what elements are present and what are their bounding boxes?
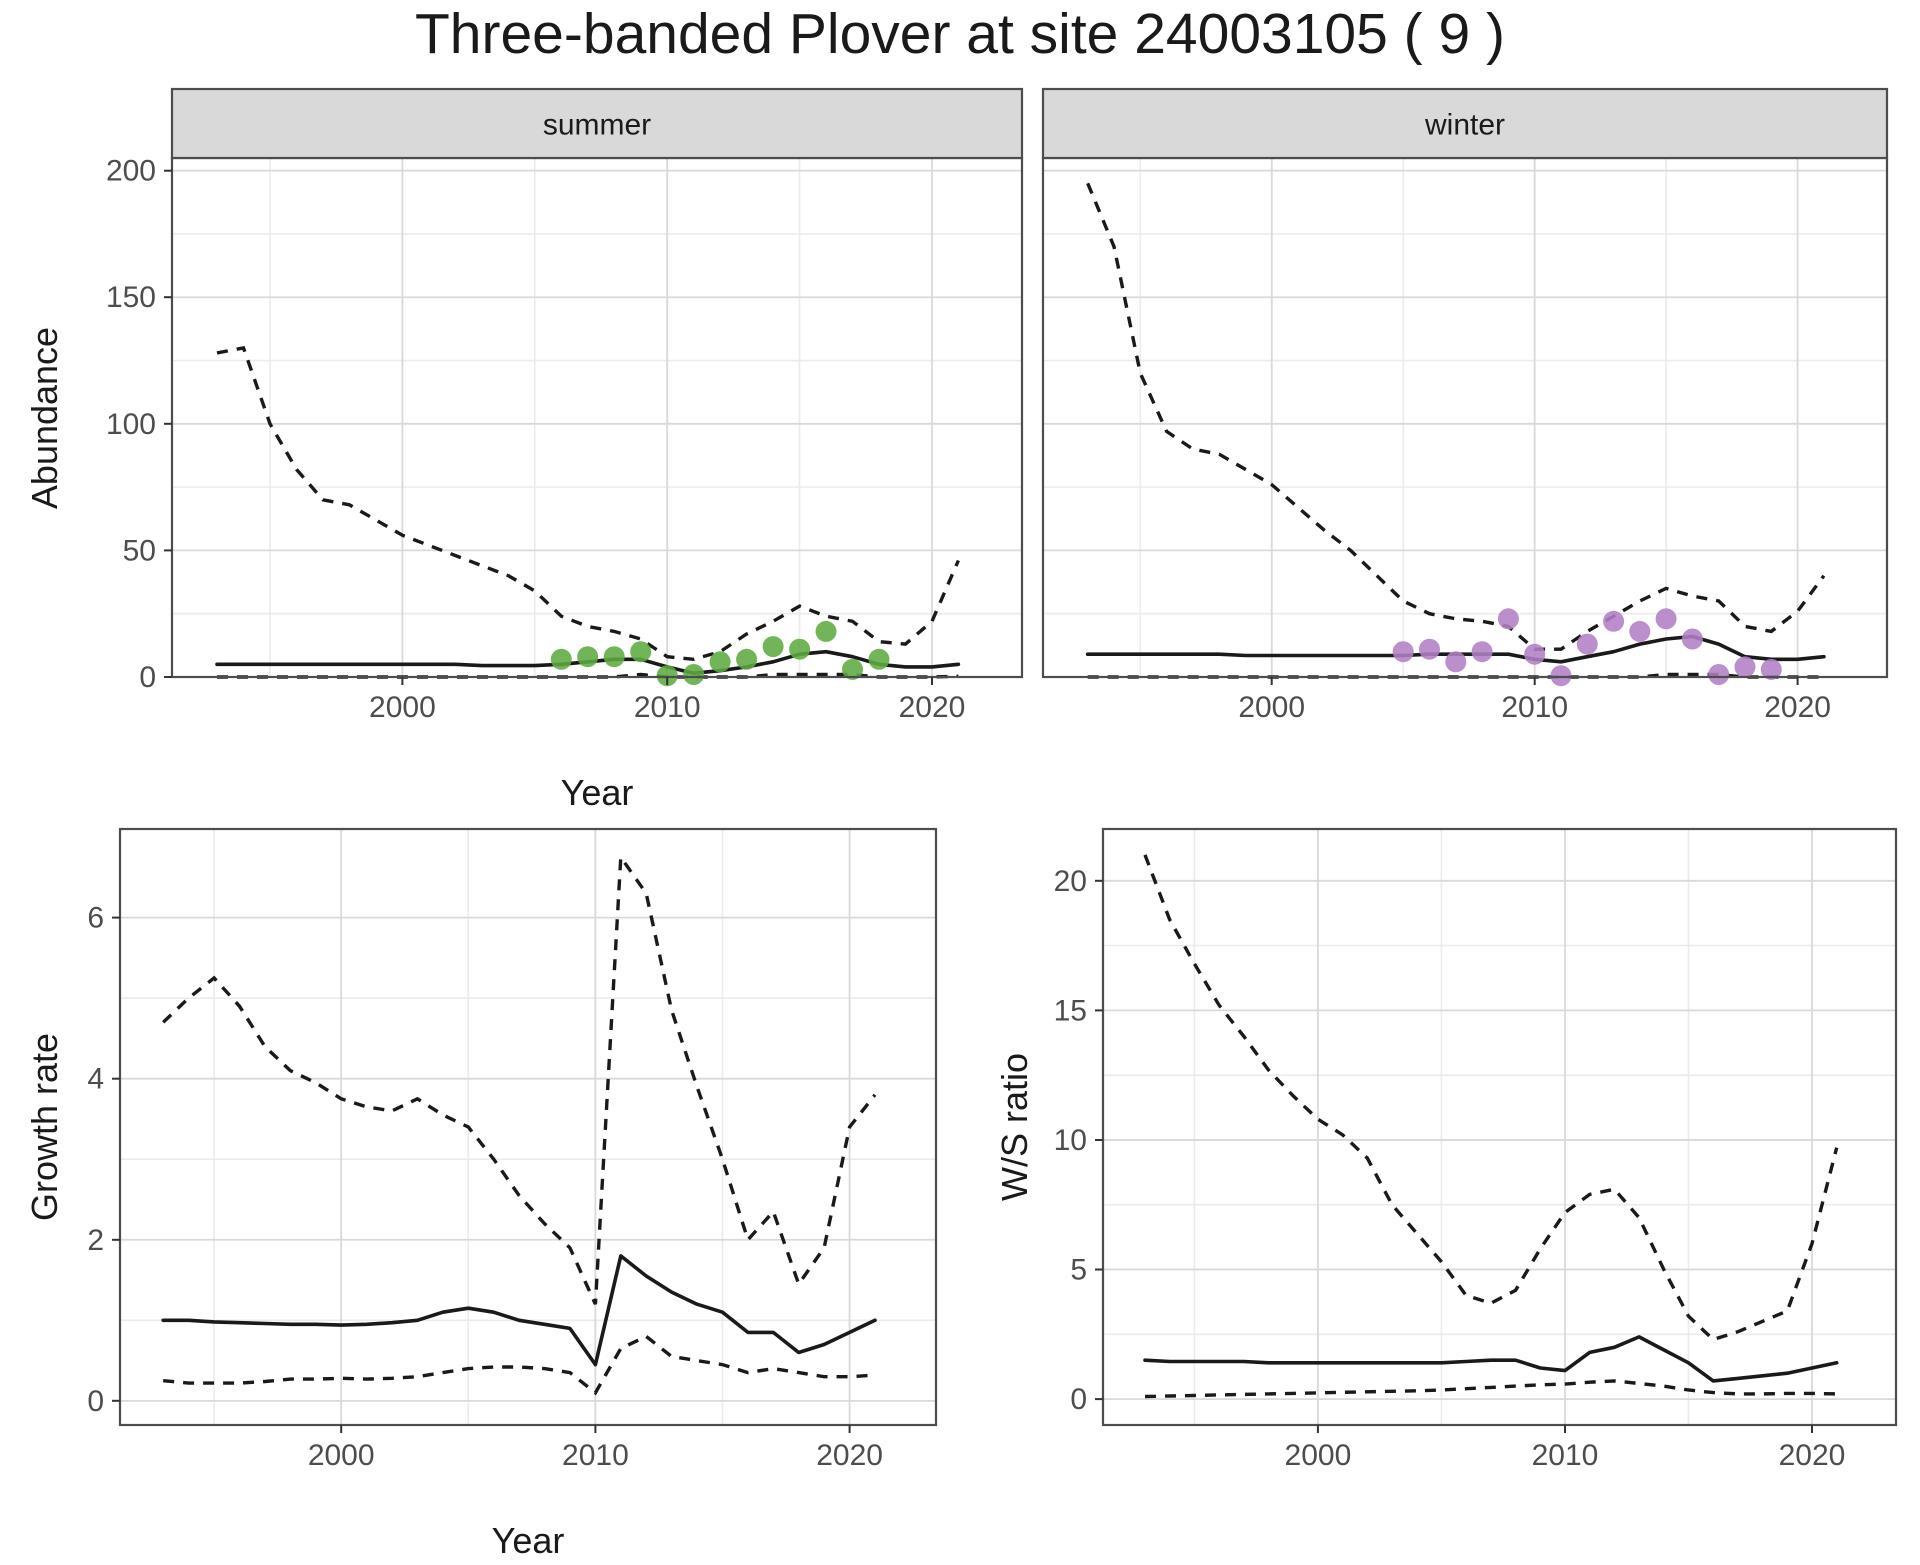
svg-text:2010: 2010 [562,1439,629,1472]
svg-text:2020: 2020 [1779,1439,1846,1472]
svg-text:0: 0 [1070,1383,1087,1416]
svg-text:200: 200 [106,155,156,188]
svg-text:20: 20 [1054,865,1087,898]
svg-text:2: 2 [87,1224,104,1257]
svg-text:2020: 2020 [816,1439,883,1472]
svg-text:winter: winter [1424,109,1505,142]
svg-text:2000: 2000 [369,691,436,724]
svg-text:6: 6 [87,902,104,935]
svg-text:150: 150 [106,281,156,314]
svg-text:4: 4 [87,1063,104,1096]
svg-text:2000: 2000 [308,1439,375,1472]
svg-text:100: 100 [106,408,156,441]
svg-text:2010: 2010 [634,691,701,724]
svg-text:2000: 2000 [1238,691,1305,724]
svg-text:0: 0 [87,1385,104,1418]
svg-text:summer: summer [543,109,651,142]
svg-text:15: 15 [1054,994,1087,1027]
svg-text:2020: 2020 [1764,691,1831,724]
svg-text:2010: 2010 [1532,1439,1599,1472]
svg-text:2020: 2020 [899,691,966,724]
svg-text:50: 50 [123,534,156,567]
svg-text:5: 5 [1070,1254,1087,1287]
svg-text:0: 0 [139,661,156,694]
svg-text:2000: 2000 [1285,1439,1352,1472]
svg-text:10: 10 [1054,1124,1087,1157]
svg-text:2010: 2010 [1501,691,1568,724]
